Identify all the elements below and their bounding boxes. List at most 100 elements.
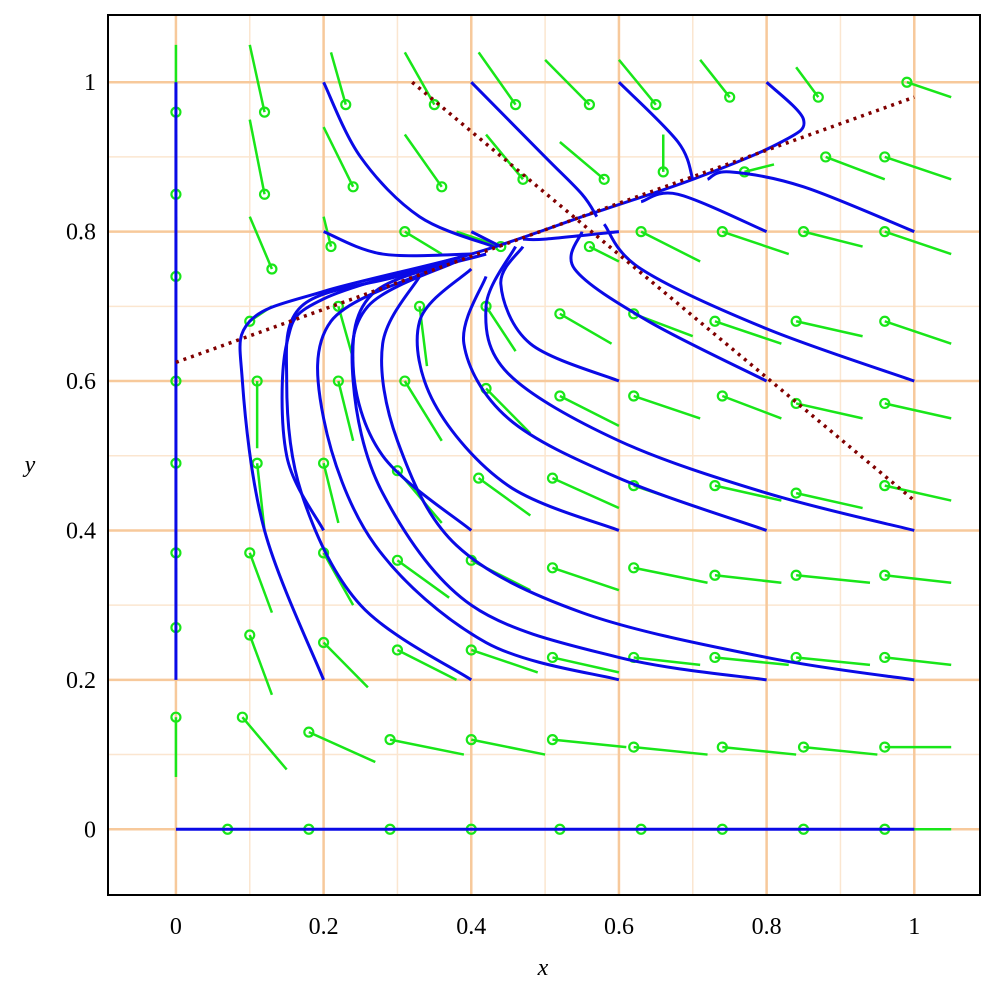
field-arrow-head bbox=[473, 472, 485, 484]
field-arrow bbox=[884, 484, 952, 502]
nullcline bbox=[411, 80, 916, 502]
field-arrow-head bbox=[716, 741, 728, 753]
field-arrow-head bbox=[709, 569, 721, 581]
field-arrow bbox=[403, 51, 436, 106]
field-arrow-head bbox=[598, 173, 610, 185]
field-arrow bbox=[337, 306, 355, 359]
field-arrow-head bbox=[251, 457, 263, 469]
field-arrow bbox=[884, 320, 952, 345]
field-arrow bbox=[322, 462, 340, 524]
field-arrow bbox=[396, 559, 450, 599]
y-tick-label: 0.4 bbox=[66, 518, 96, 544]
field-arrow-head bbox=[546, 562, 559, 574]
field-arrow-head bbox=[546, 734, 559, 746]
field-arrow bbox=[241, 716, 288, 771]
field-arrow bbox=[552, 656, 620, 674]
field-arrow bbox=[633, 745, 708, 756]
field-arrow bbox=[796, 656, 871, 667]
trajectory bbox=[617, 81, 695, 180]
field-arrow-head bbox=[716, 390, 728, 402]
field-arrow-head bbox=[244, 315, 256, 327]
field-arrow-head bbox=[509, 99, 522, 111]
trajectory bbox=[322, 81, 494, 248]
trajectory bbox=[470, 81, 599, 218]
nullcline bbox=[175, 95, 915, 365]
trajectory bbox=[602, 223, 915, 383]
trajectory bbox=[462, 275, 768, 532]
field-arrow-head bbox=[318, 457, 330, 469]
field-arrow bbox=[337, 380, 355, 442]
field-arrow-head bbox=[879, 651, 891, 664]
x-tick-label: 0.8 bbox=[752, 914, 782, 940]
field-arrow bbox=[559, 312, 613, 345]
trajectory bbox=[316, 267, 620, 682]
trajectory bbox=[323, 230, 472, 258]
field-arrow-head bbox=[635, 226, 647, 238]
field-arrow bbox=[714, 656, 789, 667]
field-arrow bbox=[906, 81, 952, 99]
field-arrow-head bbox=[790, 397, 802, 410]
field-arrow-head bbox=[413, 300, 426, 312]
field-arrow-head bbox=[347, 181, 359, 193]
y-tick-label: 0.2 bbox=[66, 668, 96, 694]
field-arrow-head bbox=[790, 487, 802, 499]
trajectory bbox=[350, 260, 767, 682]
x-tick-label: 0.2 bbox=[309, 914, 339, 940]
field-arrow-head bbox=[554, 308, 566, 320]
field-arrow bbox=[477, 477, 532, 517]
field-arrow bbox=[825, 155, 886, 181]
field-arrow-head bbox=[879, 569, 891, 581]
field-arrow-head bbox=[258, 188, 271, 200]
field-arrow bbox=[795, 320, 863, 338]
field-arrow bbox=[633, 656, 701, 667]
field-arrow-head bbox=[258, 106, 271, 118]
field-arrow-head bbox=[332, 375, 344, 387]
y-tick-label: 1 bbox=[84, 70, 96, 96]
field-arrow-head bbox=[879, 151, 891, 163]
field-arrow bbox=[477, 51, 517, 106]
trajectory bbox=[470, 230, 502, 248]
field-arrow-head bbox=[465, 644, 477, 656]
field-arrow bbox=[485, 133, 524, 181]
field-arrow-head bbox=[266, 263, 278, 275]
field-arrow-head bbox=[879, 315, 891, 327]
field-arrow bbox=[484, 305, 517, 352]
field-arrow-head bbox=[236, 711, 248, 723]
field-arrow-head bbox=[399, 226, 411, 238]
field-arrow bbox=[884, 656, 952, 667]
field-arrow-head bbox=[170, 711, 182, 723]
field-arrow-head bbox=[820, 151, 832, 163]
field-arrow bbox=[322, 552, 355, 606]
field-arrow bbox=[795, 66, 820, 98]
field-arrow bbox=[884, 402, 952, 420]
field-arrow-head bbox=[879, 226, 891, 238]
x-tick-label: 0.6 bbox=[604, 914, 634, 940]
field-arrow-head bbox=[797, 741, 810, 753]
field-arrow-head bbox=[650, 99, 662, 111]
field-arrow-head bbox=[554, 390, 566, 402]
field-arrow bbox=[884, 574, 952, 584]
y-tick-label: 0 bbox=[84, 817, 96, 843]
field-arrow bbox=[633, 394, 701, 420]
field-arrow bbox=[396, 648, 458, 681]
trajectory bbox=[380, 275, 915, 682]
field-arrow bbox=[470, 648, 539, 674]
field-arrow bbox=[617, 59, 657, 106]
field-arrow bbox=[322, 126, 355, 188]
field-arrow bbox=[640, 230, 701, 263]
field-arrow bbox=[714, 484, 782, 502]
field-arrow bbox=[404, 230, 443, 256]
field-arrow bbox=[721, 230, 790, 256]
x-tick-label: 0.4 bbox=[456, 914, 486, 940]
field-arrow bbox=[329, 52, 347, 105]
field-arrow-head bbox=[628, 390, 640, 402]
field-arrow bbox=[255, 463, 266, 531]
field-arrow-head bbox=[546, 472, 559, 484]
field-arrow-head bbox=[303, 726, 315, 738]
x-axis-label: x bbox=[537, 955, 549, 981]
field-arrow-head bbox=[716, 226, 728, 238]
field-arrow bbox=[551, 477, 620, 510]
field-arrow bbox=[884, 230, 952, 256]
field-arrow-head bbox=[583, 99, 596, 111]
field-arrow-head bbox=[657, 166, 669, 178]
